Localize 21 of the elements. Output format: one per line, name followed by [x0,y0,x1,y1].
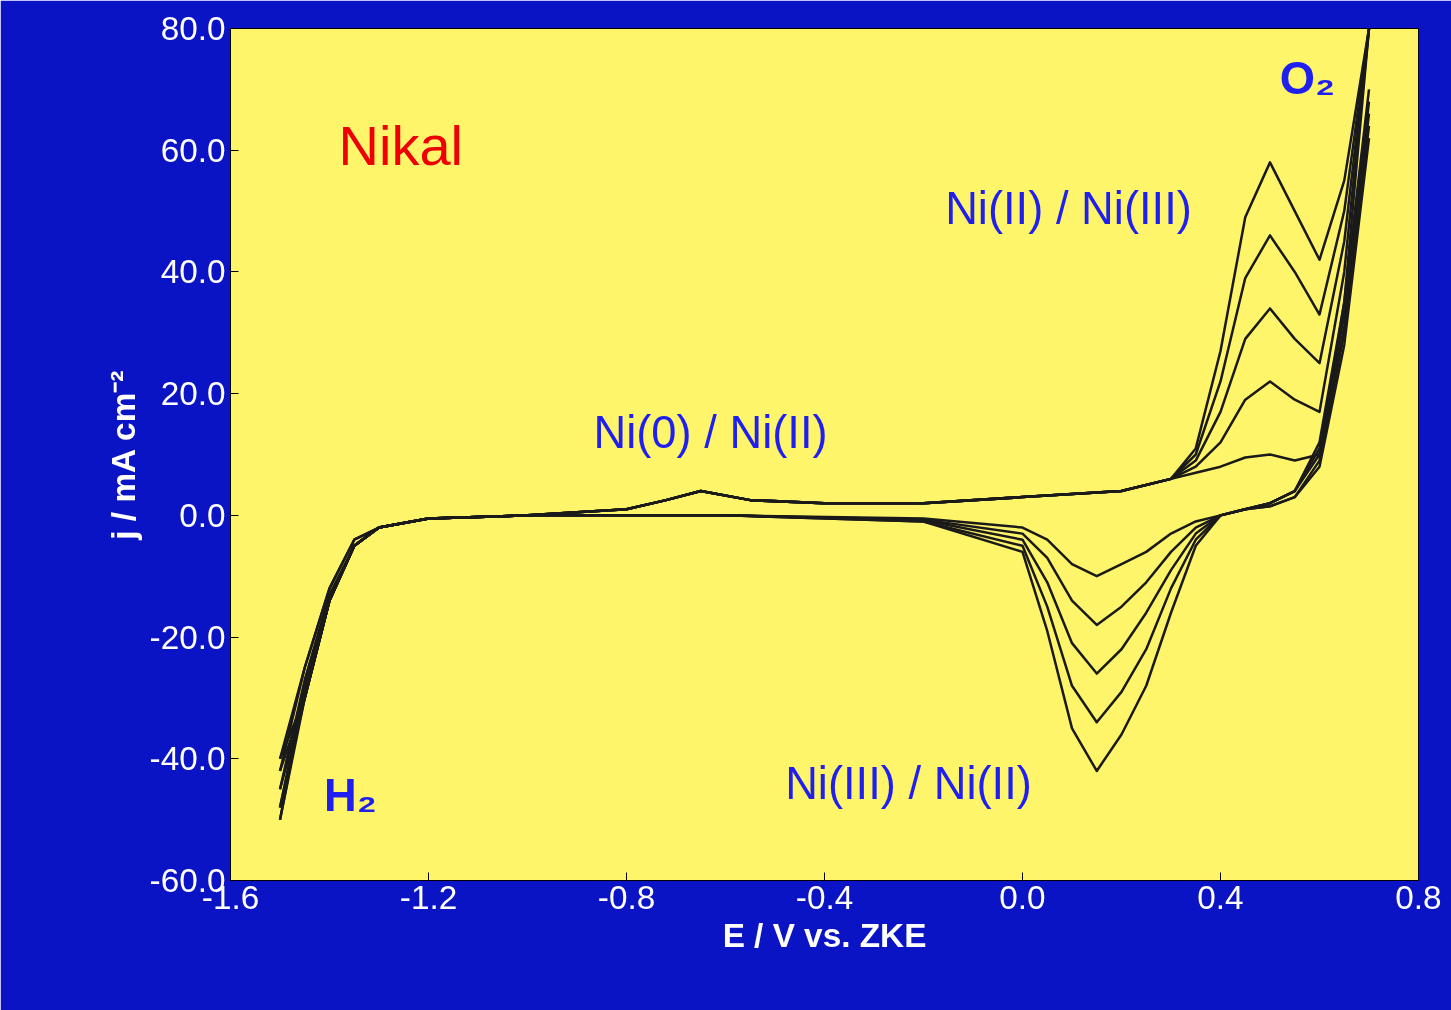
x-tick-label: 0.8 [1395,878,1442,916]
y-tick-label: 60.0 [160,131,226,169]
x-axis-title: E / V vs. ZKE [722,916,927,954]
x-tick-label: 0.0 [999,878,1046,916]
y-tick-label: 0.0 [179,496,226,534]
y-tick-label: -20.0 [149,618,226,656]
y-axis-title: j / mA cm⁻² [104,370,142,541]
x-tick-label: -0.8 [597,878,656,916]
y-tick-label: 80.0 [160,10,226,47]
annotation: O₂ [1279,53,1336,104]
y-tick-label: -40.0 [149,740,226,778]
y-tick-label: 40.0 [160,253,226,291]
x-tick-label: -0.4 [795,878,854,916]
y-tick-label: 20.0 [160,375,226,413]
annotation: Nikal [338,114,463,177]
x-tick-label: 0.4 [1197,878,1244,916]
annotation: H₂ [324,770,377,821]
x-tick-label: -1.2 [399,878,458,916]
annotation: Ni(III) / Ni(II) [785,758,1032,809]
annotation: Ni(0) / Ni(II) [593,407,828,458]
annotation: Ni(II) / Ni(III) [945,183,1192,234]
